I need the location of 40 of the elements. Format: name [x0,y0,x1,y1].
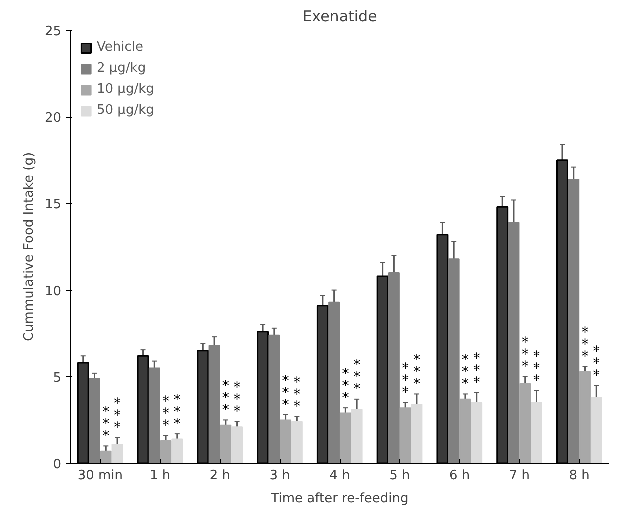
x-tick-label: 1 h [150,468,171,484]
legend-label: 2 µg/kg [97,61,146,76]
x-tick-label: 6 h [449,468,470,484]
annotation: *** [402,361,410,402]
x-tick-label: 7 h [509,468,530,484]
x-axis-title: Time after re-feeding [270,492,409,506]
annotation: *** [342,366,350,406]
annotation: *** [582,324,589,365]
annotation: *** [162,394,170,434]
y-tick-label: 10 [44,284,62,300]
x-tick-label: 4 h [330,468,350,484]
y-tick-label: 20 [44,111,62,126]
x-tick-label: 8 h [569,468,590,484]
annotation: *** [593,344,600,384]
chart-title: Exenatide [302,8,378,26]
annotation: *** [354,358,361,398]
x-tick-label: 3 h [270,468,290,484]
annotation: *** [222,378,230,418]
annotation: *** [294,375,301,416]
x-tick-label: 5 h [390,468,410,484]
annotation: *** [234,380,241,420]
y-tick-label: 0 [53,458,62,472]
annotation: *** [282,373,290,414]
annotation: *** [174,392,181,432]
x-tick-label: 2 h [210,468,231,484]
y-axis-title: Cummulative Food Intake (g) [22,152,37,342]
legend-label: 10 µg/kg [97,82,154,97]
annotation: *** [473,350,480,391]
legend-label: Vehicle [97,40,144,55]
annotation: *** [102,404,110,444]
y-tick-label: 5 [53,370,62,386]
annotation: *** [522,335,529,376]
y-tick-label: 15 [44,198,62,213]
x-tick-label: 30 min [78,468,124,484]
y-tick-label: 25 [44,24,62,40]
annotation: *** [413,352,420,392]
annotation: *** [462,352,469,392]
annotation: *** [114,396,122,436]
legend-label: 50 µg/kg [97,103,154,118]
annotation: *** [533,349,540,390]
